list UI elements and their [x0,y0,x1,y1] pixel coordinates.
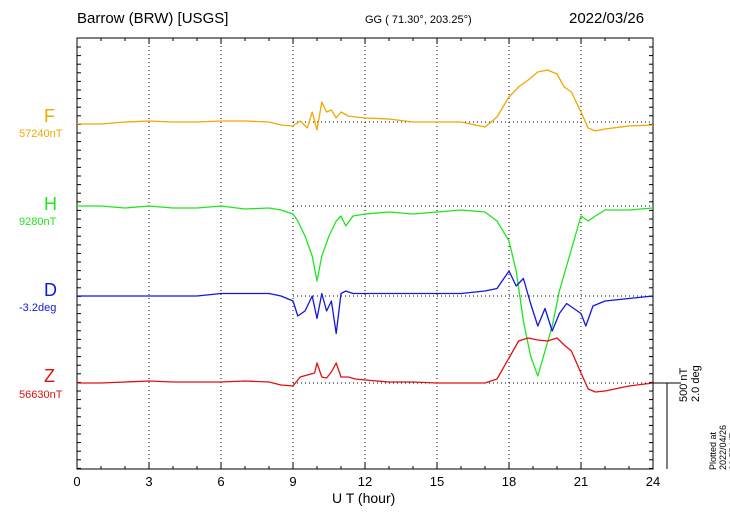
series-label-h: H [44,194,57,214]
series-label-z: Z [44,366,55,386]
x-tick-label: 0 [73,474,81,489]
series-line-z [77,337,654,393]
x-tick-label: 18 [501,474,517,489]
series-label-f: F [44,106,55,126]
series-baseline-h: 9280nT [19,216,57,228]
scale-bar-nt: 500 nT [678,367,690,402]
series-line-f [77,69,654,132]
series-line-d [77,270,654,335]
series-baseline-d: -3.2deg [19,302,57,314]
x-tick-label: 21 [573,474,589,489]
x-tick-label: 6 [217,474,225,489]
scale-bar-label: 500 nT 2.0 deg [678,365,702,402]
x-tick-label: 24 [645,474,661,489]
plotted-timestamp: Plotted at 2022/04/26 00:55 UT [708,424,730,470]
x-tick-label: 9 [289,474,297,489]
series-label-d: D [44,280,57,300]
x-tick-label: 15 [429,474,445,489]
series-baseline-z: 56630nT [19,389,63,401]
x-tick-label: 3 [145,474,153,489]
coordinates-label: GG ( 71.30°, 203.25°) [365,14,472,26]
x-axis-label: U T (hour) [332,490,396,506]
series-line-h [77,205,654,377]
station-title: Barrow (BRW) [USGS] [77,10,229,27]
date-label: 2022/03/26 [569,10,645,27]
x-tick-label: 12 [357,474,373,489]
scale-bar-deg: 2.0 deg [690,365,702,402]
series-baseline-f: 57240nT [19,128,63,140]
